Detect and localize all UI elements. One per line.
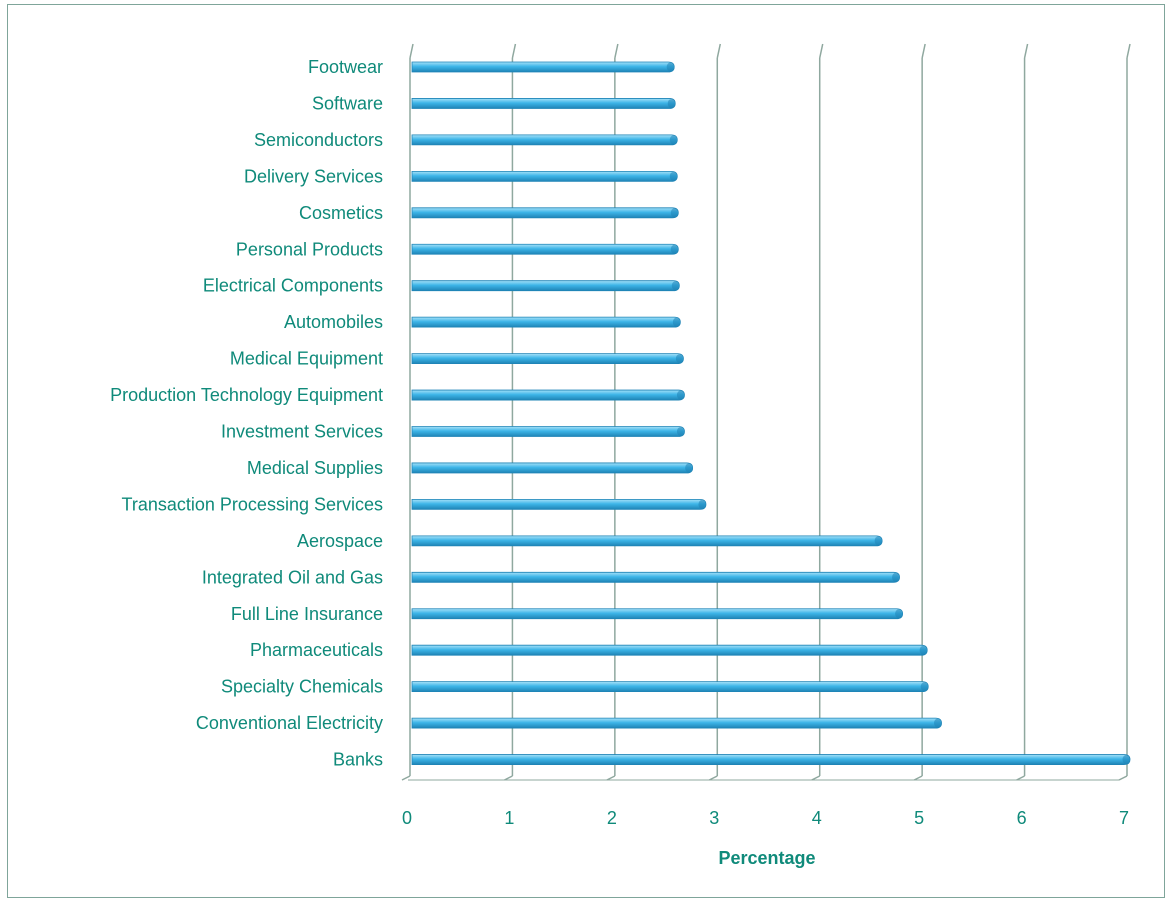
gridline-foot (1118, 775, 1128, 781)
bar (411, 207, 679, 219)
category-label: Pharmaceuticals (250, 640, 383, 660)
bar (411, 754, 1131, 765)
x-axis-title: Percentage (718, 848, 815, 868)
gridline-top (818, 43, 824, 59)
category-label: Cosmetics (299, 203, 383, 223)
bar-end-cap (919, 645, 927, 655)
category-label: Transaction Processing Services (122, 494, 383, 514)
category-label: Production Technology Equipment (110, 385, 383, 405)
category-label: Medical Equipment (230, 349, 383, 369)
bar-end-cap (874, 536, 882, 546)
gridline-foot (401, 775, 411, 781)
gridline-foot (913, 775, 923, 781)
bar (411, 280, 680, 292)
bar-end-cap (1122, 755, 1130, 765)
chart-frame (7, 4, 1165, 898)
gridline-top (409, 43, 414, 59)
bar-end-cap (920, 682, 928, 692)
gridline-top (614, 43, 619, 59)
category-label: Personal Products (236, 239, 383, 259)
gridline-top (1023, 43, 1029, 59)
x-tick-label: 3 (709, 808, 719, 828)
bar-end-cap (676, 427, 684, 436)
bar (411, 535, 883, 547)
bar-end-cap (672, 317, 680, 327)
bar (411, 353, 684, 364)
x-tick-label: 1 (504, 808, 514, 828)
bar (411, 462, 694, 474)
gridline-top (921, 43, 926, 59)
bar-end-cap (675, 354, 683, 364)
bar-end-cap (670, 244, 678, 254)
category-label: Banks (333, 750, 383, 770)
bar-end-cap (669, 135, 677, 145)
bar (411, 499, 707, 510)
gridline-foot (1016, 775, 1025, 781)
bar (411, 717, 942, 729)
bar (411, 134, 678, 146)
bar (411, 316, 681, 328)
category-label: Investment Services (221, 422, 383, 442)
gridline-foot (504, 775, 513, 781)
category-label: Footwear (308, 57, 383, 77)
bar (411, 426, 685, 437)
x-tick-label: 4 (812, 808, 822, 828)
x-tick-label: 7 (1119, 808, 1129, 828)
category-label: Software (312, 93, 383, 113)
bar-end-cap (676, 390, 684, 400)
bar-end-cap (666, 62, 674, 72)
gridline-top (511, 43, 517, 59)
bar (411, 170, 678, 182)
bar (411, 681, 929, 693)
bar-end-cap (895, 609, 903, 619)
bar-end-cap (934, 718, 942, 728)
bar-end-cap (698, 499, 706, 509)
category-label: Semiconductors (254, 130, 383, 150)
x-tick-label: 6 (1017, 808, 1027, 828)
category-label: Aerospace (297, 531, 383, 551)
bar-end-cap (670, 208, 678, 218)
bar-end-cap (685, 463, 693, 473)
x-tick-label: 5 (914, 808, 924, 828)
bar (411, 98, 676, 109)
bar (411, 61, 675, 73)
category-label: Specialty Chemicals (221, 677, 383, 697)
category-label: Integrated Oil and Gas (202, 567, 383, 587)
category-label: Automobiles (284, 312, 383, 332)
bar-end-cap (671, 281, 679, 291)
category-label: Electrical Components (203, 276, 383, 296)
category-label: Full Line Insurance (231, 604, 383, 624)
bar (411, 608, 904, 620)
bar (411, 243, 679, 255)
category-label: Conventional Electricity (196, 713, 383, 733)
bar-end-cap (892, 572, 900, 582)
bar-end-cap (669, 171, 677, 181)
gridline-top (716, 43, 722, 59)
gridline-foot (708, 775, 718, 781)
bar-end-cap (667, 98, 675, 108)
gridlines (401, 43, 1131, 781)
bar (411, 571, 900, 583)
category-label: Delivery Services (244, 166, 383, 186)
gridline-top (1126, 43, 1131, 59)
bars (411, 61, 1131, 765)
category-label: Medical Supplies (247, 458, 383, 478)
bar (411, 644, 928, 656)
gridline-foot (606, 775, 616, 781)
x-tick-label: 0 (402, 808, 412, 828)
x-tick-label: 2 (607, 808, 617, 828)
gridline-foot (811, 775, 821, 781)
bar (411, 389, 685, 401)
